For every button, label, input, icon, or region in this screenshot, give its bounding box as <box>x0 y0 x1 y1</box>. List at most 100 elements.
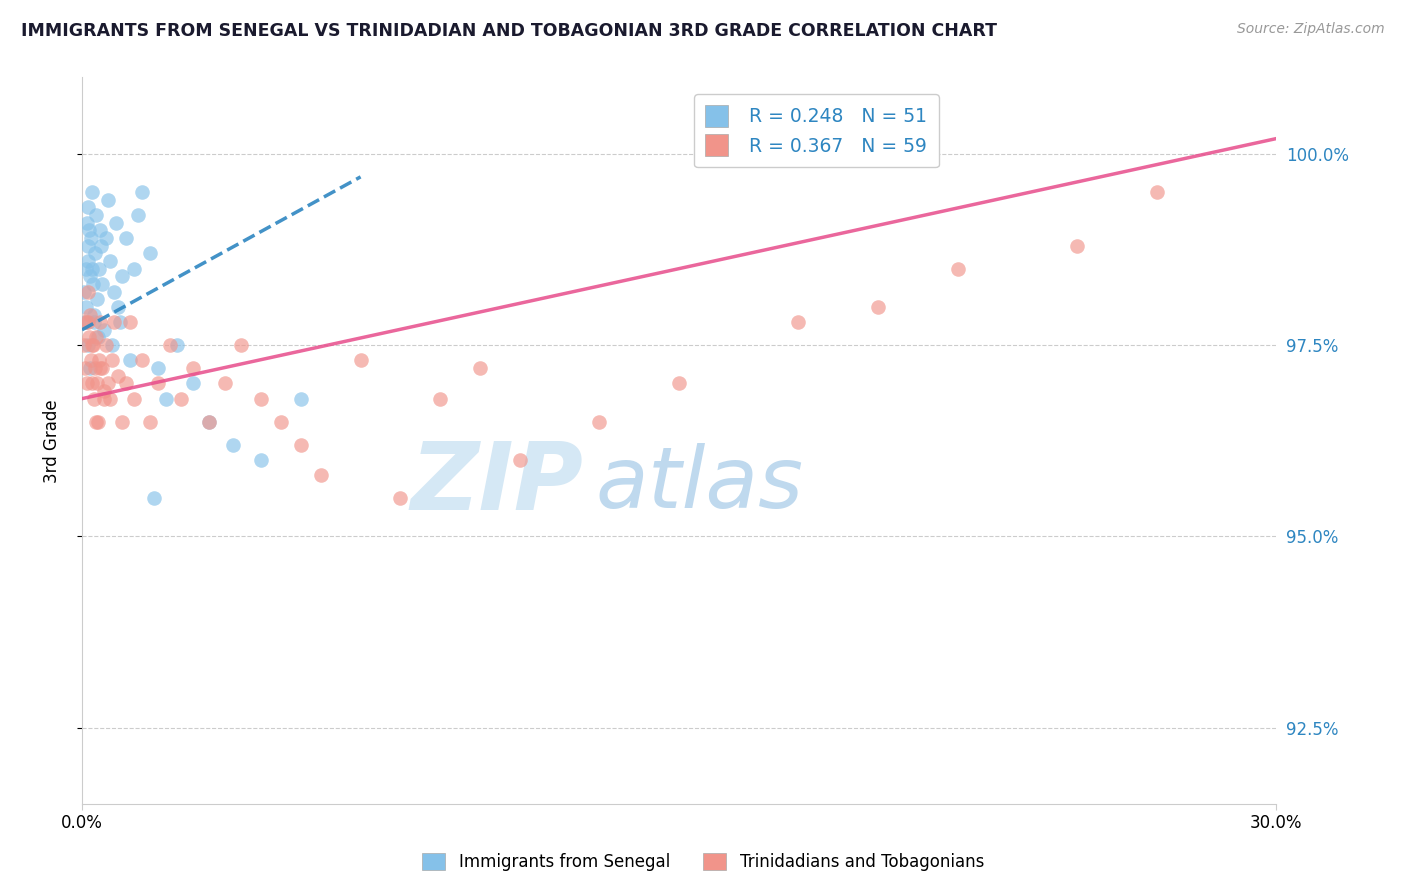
Y-axis label: 3rd Grade: 3rd Grade <box>44 399 60 483</box>
Point <box>75 315 97 329</box>
Point <box>75 300 97 314</box>
Point <box>79 269 101 284</box>
Point <box>75 261 97 276</box>
Point <box>868 300 890 314</box>
Point <box>429 392 451 406</box>
Point <box>77 285 100 299</box>
Point <box>94 338 117 352</box>
Point <box>122 261 145 276</box>
Point <box>80 353 103 368</box>
Point <box>222 437 245 451</box>
Point <box>79 308 101 322</box>
Point <box>98 392 121 406</box>
Point <box>77 338 100 352</box>
Point <box>83 246 105 260</box>
Point <box>101 338 124 352</box>
Point <box>98 254 121 268</box>
Point <box>250 453 273 467</box>
Point <box>86 292 108 306</box>
Point <box>946 261 969 276</box>
Point <box>114 376 136 391</box>
Point <box>138 415 160 429</box>
Point <box>97 376 120 391</box>
Point <box>84 415 107 429</box>
Point <box>214 376 236 391</box>
Point <box>80 338 103 352</box>
Point <box>87 330 110 344</box>
Point <box>198 415 221 429</box>
Point <box>114 231 136 245</box>
Point <box>198 415 221 429</box>
Point <box>118 353 141 368</box>
Point <box>183 361 205 376</box>
Point <box>84 330 107 344</box>
Point <box>75 315 97 329</box>
Point <box>142 491 165 505</box>
Point <box>82 277 104 291</box>
Point <box>668 376 690 391</box>
Point <box>131 185 153 199</box>
Point <box>389 491 412 505</box>
Point <box>87 415 110 429</box>
Text: ZIP: ZIP <box>411 438 583 531</box>
Point <box>75 361 97 376</box>
Point <box>80 261 103 276</box>
Point <box>104 216 127 230</box>
Point <box>93 384 115 398</box>
Point <box>146 376 169 391</box>
Point <box>231 338 253 352</box>
Point <box>73 285 96 299</box>
Point <box>509 453 531 467</box>
Point <box>84 208 107 222</box>
Point <box>83 361 105 376</box>
Point <box>89 361 111 376</box>
Point <box>155 392 177 406</box>
Point <box>122 392 145 406</box>
Point <box>103 285 125 299</box>
Point <box>309 468 332 483</box>
Point <box>138 246 160 260</box>
Point <box>76 376 98 391</box>
Point <box>83 315 105 329</box>
Point <box>77 201 100 215</box>
Point <box>131 353 153 368</box>
Point <box>1066 238 1088 252</box>
Point <box>79 361 101 376</box>
Point <box>83 392 105 406</box>
Point <box>107 300 129 314</box>
Point <box>77 223 100 237</box>
Point <box>97 193 120 207</box>
Text: IMMIGRANTS FROM SENEGAL VS TRINIDADIAN AND TOBAGONIAN 3RD GRADE CORRELATION CHAR: IMMIGRANTS FROM SENEGAL VS TRINIDADIAN A… <box>21 22 997 40</box>
Point <box>166 338 188 352</box>
Point <box>127 208 149 222</box>
Point <box>468 361 491 376</box>
Point <box>80 376 103 391</box>
Point <box>290 437 312 451</box>
Legend: Immigrants from Senegal, Trinidadians and Tobagonians: Immigrants from Senegal, Trinidadians an… <box>413 845 993 880</box>
Point <box>89 223 111 237</box>
Point <box>93 323 115 337</box>
Point <box>76 216 98 230</box>
Point <box>101 353 124 368</box>
Point <box>86 376 108 391</box>
Point <box>183 376 205 391</box>
Point <box>82 338 104 352</box>
Point <box>93 392 115 406</box>
Point <box>90 361 112 376</box>
Point <box>94 231 117 245</box>
Legend:   R = 0.248   N = 51,   R = 0.367   N = 59: R = 0.248 N = 51, R = 0.367 N = 59 <box>695 94 939 168</box>
Point <box>170 392 193 406</box>
Point <box>77 315 100 329</box>
Point <box>108 315 131 329</box>
Text: atlas: atlas <box>595 442 803 525</box>
Point <box>250 392 273 406</box>
Point <box>83 308 105 322</box>
Text: Source: ZipAtlas.com: Source: ZipAtlas.com <box>1237 22 1385 37</box>
Point <box>111 415 134 429</box>
Point <box>80 185 103 199</box>
Point <box>90 238 112 252</box>
Point <box>290 392 312 406</box>
Point <box>87 261 110 276</box>
Point <box>77 330 100 344</box>
Point <box>159 338 181 352</box>
